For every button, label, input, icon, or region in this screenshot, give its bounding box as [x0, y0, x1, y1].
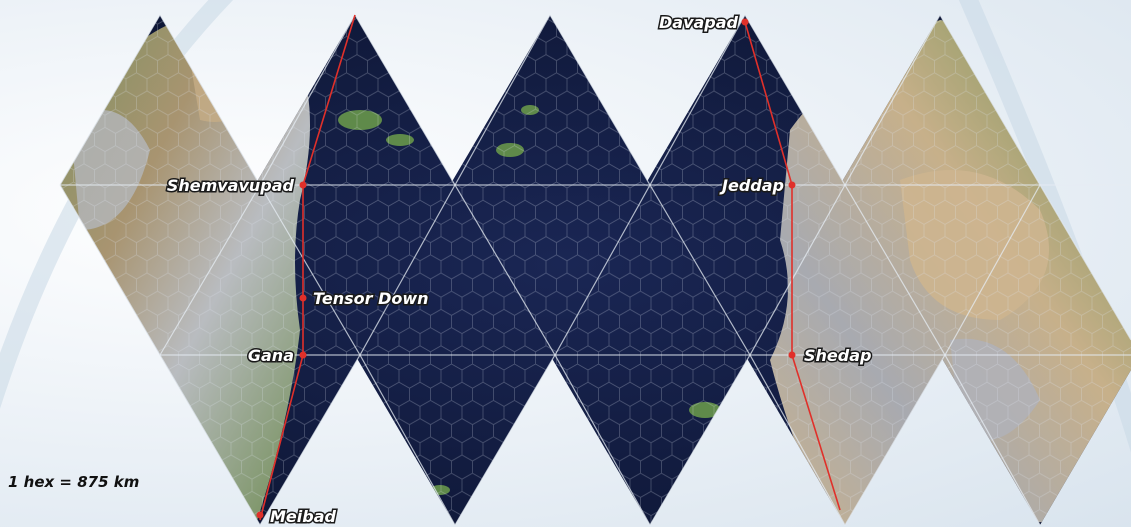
city-marker-icon [741, 18, 749, 26]
face-edges [59, 13, 1131, 527]
city-label-shemvavupad: Shemvavupad [167, 176, 295, 195]
city-marker-icon [788, 351, 796, 359]
city-label-tensor-down: Tensor Down [313, 289, 429, 308]
eastern-route [744, 21, 841, 511]
map-scale-label: 1 hex = 875 km [8, 473, 139, 491]
city-marker-icon [299, 181, 307, 189]
city-marker-icon [788, 181, 796, 189]
city-label-shedap: Shedap [804, 346, 871, 365]
city-label-davapad: Davapad [659, 13, 739, 32]
city-markers [256, 18, 796, 519]
city-marker-icon [299, 351, 307, 359]
city-marker-icon [256, 511, 264, 519]
city-label-meibad: Meibad [270, 507, 337, 526]
city-label-jeddap: Jeddap [719, 176, 784, 195]
city-marker-icon [299, 294, 307, 302]
city-label-gana: Gana [248, 346, 294, 365]
